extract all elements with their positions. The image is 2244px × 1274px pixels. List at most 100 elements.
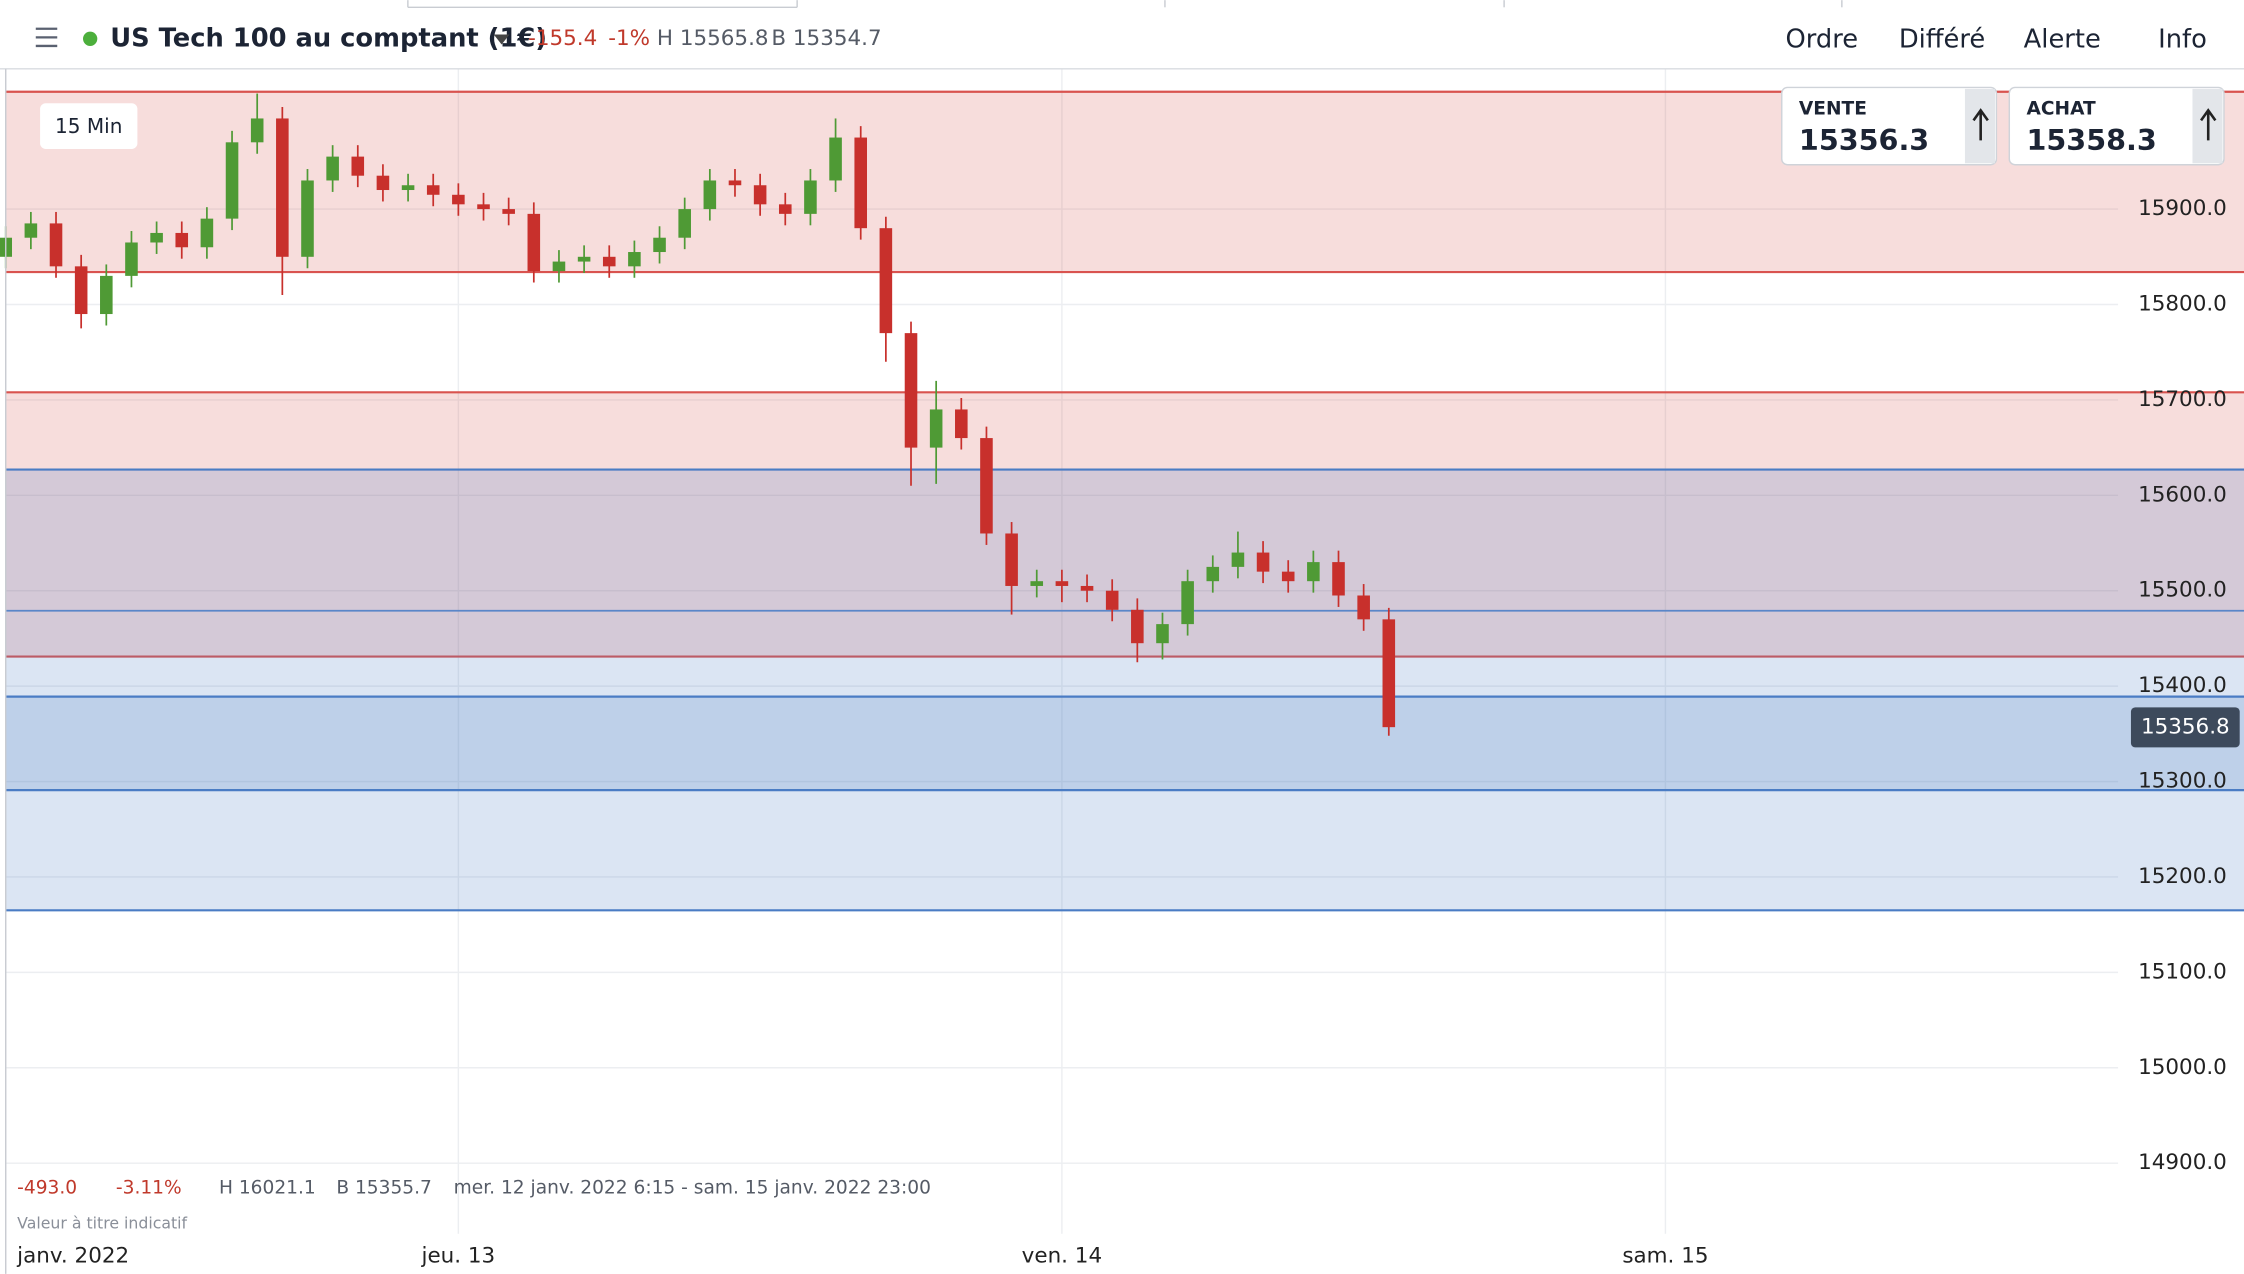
y-tick-label: 15100.0 xyxy=(2138,959,2227,984)
y-tick-label: 15500.0 xyxy=(2138,578,2227,603)
candle-body xyxy=(250,118,264,143)
price-zone xyxy=(5,696,2244,791)
candle-body xyxy=(1231,552,1245,567)
dropdown-arrow[interactable] xyxy=(493,34,510,45)
candle-body xyxy=(778,204,792,214)
sell-box[interactable]: VENTE 15356.3 xyxy=(1781,86,1998,166)
candle-body xyxy=(1281,571,1295,582)
instrument-name[interactable]: US Tech 100 au comptant (1€) xyxy=(110,23,547,53)
action-button[interactable]: Info xyxy=(2158,25,2207,55)
candle-body xyxy=(1131,609,1144,644)
candle-body xyxy=(24,223,38,238)
candle-body xyxy=(1382,619,1396,728)
candle-body xyxy=(728,180,742,186)
candle-body xyxy=(552,261,566,272)
interval-box[interactable] xyxy=(40,103,138,149)
candle-body xyxy=(804,180,817,214)
buy-price: 15358.3 xyxy=(2026,123,2156,157)
header-low: B 15354.7 xyxy=(771,26,881,51)
y-tick-label: 15000.0 xyxy=(2138,1055,2227,1080)
candle-body xyxy=(753,185,767,205)
candle-body xyxy=(175,232,189,248)
action-button[interactable]: Ordre xyxy=(1786,25,1859,55)
candle-body xyxy=(602,256,616,267)
buy-label: ACHAT xyxy=(2026,98,2096,119)
price-zone xyxy=(5,392,2244,657)
status-dot xyxy=(83,31,98,46)
candle-body xyxy=(125,242,138,276)
candle-body xyxy=(628,252,641,267)
candle-body xyxy=(225,142,239,219)
candle-body xyxy=(100,275,113,315)
y-tick-label: 14900.0 xyxy=(2138,1150,2227,1175)
candle-body xyxy=(904,333,918,448)
footer-low: B 15355.7 xyxy=(336,1177,432,1198)
candle-body xyxy=(1005,533,1018,586)
y-tick-label: 15900.0 xyxy=(2138,196,2227,221)
y-tick-label: 15200.0 xyxy=(2138,864,2227,889)
candle-body xyxy=(200,218,214,248)
candle-body xyxy=(1206,566,1220,582)
header-change-pct: -1% xyxy=(608,26,650,51)
candle-body xyxy=(401,185,415,191)
action-button[interactable]: Différé xyxy=(1899,25,1985,55)
candle-body xyxy=(1080,585,1094,591)
candle-body xyxy=(426,185,440,195)
footer-range: mer. 12 janv. 2022 6:15 - sam. 15 janv. … xyxy=(454,1177,931,1198)
candle-body xyxy=(1055,581,1069,586)
y-tick-label: 15400.0 xyxy=(2138,673,2227,698)
candle-body xyxy=(1256,552,1270,572)
interval-label[interactable]: 15 Min xyxy=(55,114,122,138)
sell-price: 15356.3 xyxy=(1799,123,1929,157)
candle-body xyxy=(678,209,691,238)
footer-high: H 16021.1 xyxy=(219,1177,316,1198)
buy-box[interactable]: ACHAT 15358.3 xyxy=(2008,86,2225,166)
candle-body xyxy=(301,180,314,257)
footer-note: Valeur à titre indicatif xyxy=(17,1213,187,1232)
candle-body xyxy=(577,256,591,262)
toolbar xyxy=(0,0,2244,69)
candle-body xyxy=(376,175,390,191)
period-label: janv. 2022 xyxy=(16,1244,129,1269)
x-tick-label: ven. 14 xyxy=(1022,1244,1102,1269)
x-tick-label: jeu. 13 xyxy=(421,1244,496,1269)
y-tick-label: 15300.0 xyxy=(2138,769,2227,794)
sell-label: VENTE xyxy=(1799,98,1867,119)
candle-body xyxy=(703,180,717,210)
candle-body xyxy=(929,409,943,448)
y-tick-label: 15600.0 xyxy=(2138,482,2227,507)
price-zone xyxy=(5,469,2244,911)
candle-body xyxy=(1181,581,1194,625)
plot-area xyxy=(0,68,2244,1234)
candle-body xyxy=(1030,581,1044,586)
last-price-tag xyxy=(2130,707,2240,748)
last-price-label: 15356.8 xyxy=(2141,714,2230,739)
candle-body xyxy=(1332,562,1345,596)
candle-body xyxy=(980,438,993,534)
candle-body xyxy=(1307,562,1320,582)
y-tick-label: 15700.0 xyxy=(2138,387,2227,412)
candle-body xyxy=(74,266,88,315)
footer-change: -493.0 xyxy=(17,1177,77,1198)
header-high: H 15565.8 xyxy=(657,26,769,51)
candle-body xyxy=(854,137,868,229)
candle-body xyxy=(276,118,289,257)
candle-body xyxy=(879,228,893,334)
candle-body xyxy=(955,409,968,439)
tabs xyxy=(407,0,1843,9)
candle-body xyxy=(452,194,465,205)
y-tick-label: 15800.0 xyxy=(2138,292,2227,317)
candle-body xyxy=(829,137,842,181)
candle-body xyxy=(326,156,339,181)
footer-change-pct: -3.11% xyxy=(116,1177,182,1198)
action-button[interactable]: Alerte xyxy=(2024,25,2101,55)
candle-body xyxy=(49,223,63,267)
candle-body xyxy=(477,204,490,210)
candle-body xyxy=(502,209,515,214)
menu-icon[interactable] xyxy=(35,27,58,48)
candle-body xyxy=(1105,590,1119,610)
candle-body xyxy=(1357,595,1370,620)
candle-body xyxy=(1156,624,1169,644)
